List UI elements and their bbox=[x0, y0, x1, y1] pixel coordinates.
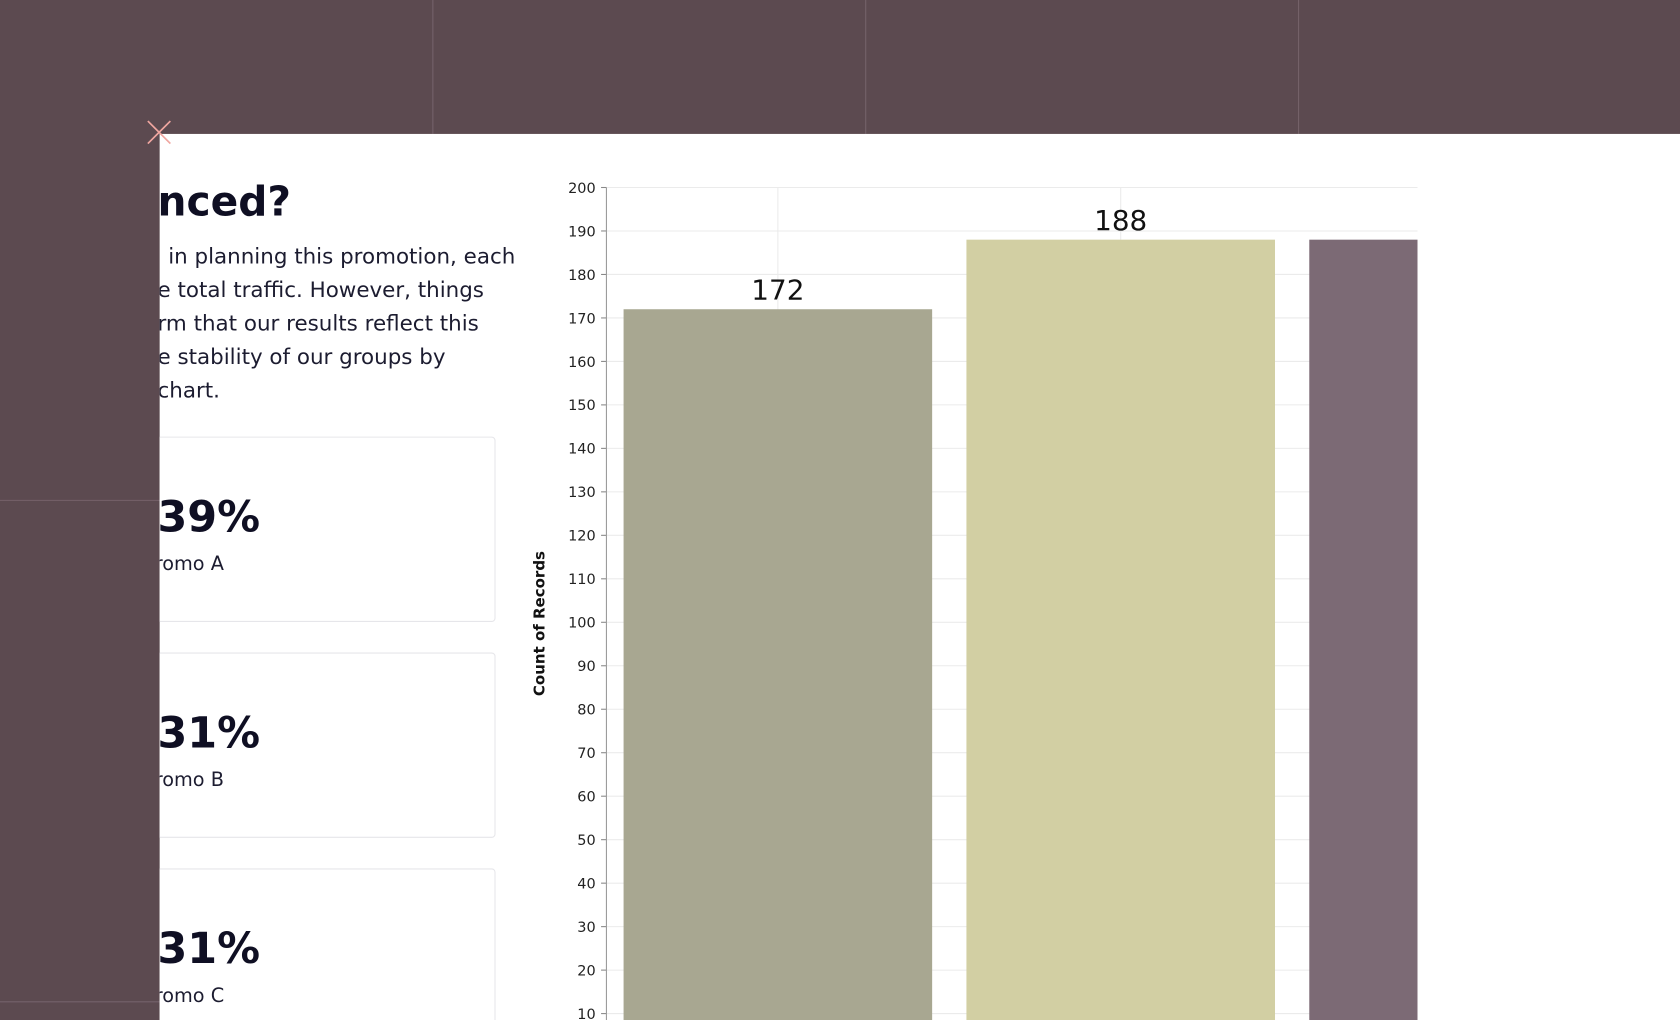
card-value: 31% bbox=[158, 924, 261, 974]
y-tick-label: 150 bbox=[568, 398, 596, 414]
paragraph-line: e stability of our groups by bbox=[158, 345, 446, 370]
card bbox=[159, 868, 496, 1020]
paragraph-line: rm that our results reflect this bbox=[158, 311, 479, 336]
y-tick-label: 80 bbox=[577, 703, 595, 719]
value-label: 172 bbox=[751, 274, 804, 307]
y-tick-label: 200 bbox=[568, 181, 596, 197]
y-tick-label: 110 bbox=[568, 572, 596, 588]
card-label: promo C bbox=[143, 984, 225, 1007]
y-tick-label: 160 bbox=[568, 355, 596, 371]
paragraph-line: chart. bbox=[158, 378, 220, 403]
y-tick-label: 20 bbox=[577, 963, 595, 979]
y-tick-label: 130 bbox=[568, 485, 596, 501]
card-value: 31% bbox=[158, 708, 261, 758]
y-tick-label: 140 bbox=[568, 442, 596, 458]
plot: 172188188 bbox=[623, 187, 1418, 1020]
y-tick-label: 90 bbox=[577, 659, 595, 675]
y-tick-label: 30 bbox=[577, 920, 595, 936]
card-value: 39% bbox=[158, 492, 261, 542]
value-label: 188 bbox=[1094, 204, 1147, 237]
card bbox=[159, 652, 496, 838]
card bbox=[159, 436, 496, 622]
y-tick-label: 190 bbox=[568, 224, 596, 240]
y-tick-label: 170 bbox=[568, 311, 596, 327]
heading: nced? bbox=[158, 177, 291, 225]
left-column: nced? in planning this promotion, each e … bbox=[143, 177, 515, 1020]
paragraph-line: in planning this promotion, each bbox=[168, 245, 515, 270]
card-label: promo A bbox=[143, 552, 225, 575]
close-button[interactable] bbox=[147, 120, 171, 145]
y-axis-label: Count of Records bbox=[530, 551, 548, 696]
y-tick-label: 10 bbox=[577, 1007, 595, 1020]
bar bbox=[623, 309, 933, 1020]
backdrop-grid bbox=[0, 0, 1300, 1003]
paragraph-line: e total traffic. However, things bbox=[158, 278, 484, 303]
card-label: promo B bbox=[143, 768, 224, 791]
y-tick-label: 40 bbox=[577, 877, 595, 893]
bar bbox=[966, 239, 1275, 1020]
y-tick-label: 50 bbox=[577, 833, 595, 849]
y-tick-label: 180 bbox=[568, 268, 596, 284]
bar bbox=[1309, 239, 1418, 1020]
y-tick-label: 70 bbox=[577, 746, 595, 762]
y-tick-label: 100 bbox=[568, 616, 596, 632]
chart: 10 20 30 40 50 60 70 80 90 100 110 120 130 140 150 160 1… bbox=[530, 181, 1418, 1020]
y-tick-label: 60 bbox=[577, 790, 595, 806]
y-tick-label: 120 bbox=[568, 529, 596, 545]
